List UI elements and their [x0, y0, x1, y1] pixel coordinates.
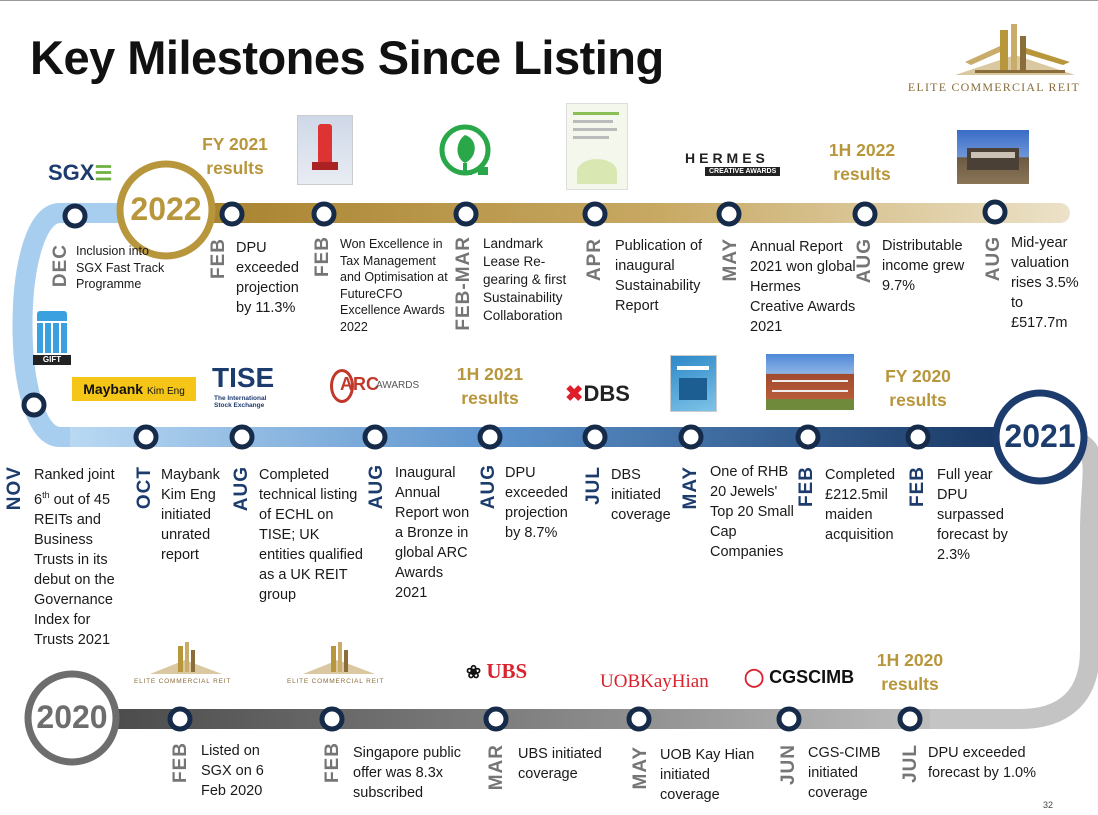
page-number: 32	[1042, 800, 1053, 810]
milestone-text: UOB Kay Hian initiated coverage	[660, 747, 755, 803]
year-2020-label: 2020	[36, 699, 108, 735]
results-1h2021: 1H 2021 results	[456, 364, 524, 408]
milestone-text: Landmark Lease Re-gearing & first Sustai…	[483, 236, 567, 323]
month-label: MAY	[680, 466, 701, 510]
milestone-text: UBS initiated coverage	[518, 746, 602, 782]
month-label: AUG	[983, 236, 1004, 282]
milestone-text: One of RHB 20 Jewels' Top 20 Small Cap C…	[710, 464, 794, 560]
month-label: NOV	[4, 466, 25, 511]
cgs-cimb-logo: ◯ CGSCIMB	[744, 667, 855, 687]
sgx-logo: SGX☰	[48, 160, 113, 185]
results-1h2020: 1H 2020 results	[876, 650, 944, 694]
milestone-text: Singapore public offer was 8.3x subscrib…	[353, 745, 462, 801]
milestone-text: Publication of inaugural Sustainability …	[615, 238, 703, 314]
month-label: FEB-MAR	[453, 236, 474, 331]
milestone-text: CGS-CIMB initiated coverage	[808, 745, 881, 801]
year-2022-circle	[116, 160, 216, 260]
milestone-text: Distributable income grew 9.7%	[882, 238, 965, 294]
month-label: FEB	[322, 742, 343, 783]
month-label: MAY	[630, 746, 651, 790]
timeline-2020-bar	[100, 709, 930, 729]
year-2021-label: 2021	[1004, 418, 1076, 454]
month-label: FEB	[907, 466, 928, 507]
milestone-text: Mid-year valuation rises 3.5% to £517.7m	[1011, 235, 1079, 331]
milestone-text: Ranked joint 6th out of 45 REITs and Bus…	[34, 467, 115, 648]
milestone-text: Completed £212.5mil maiden acquisition	[825, 467, 896, 543]
milestone-text: DPU exceeded projection by 8.7%	[505, 465, 568, 541]
milestone-text: Listed on SGX on 6 Feb 2020	[201, 743, 264, 799]
uob-kayhian-logo: UOBKayHian	[600, 671, 709, 692]
milestone-text: DPU exceeded projection by 11.3%	[236, 240, 299, 316]
results-fy2021: FY 2021 results	[202, 134, 268, 178]
milestone-text: Completed technical listing of ECHL on T…	[259, 467, 363, 603]
milestone-text: Full year DPU surpassed forecast by 2.3%	[937, 467, 1008, 563]
milestone-text: DBS initiated coverage	[611, 467, 671, 523]
dbs-logo: ✖DBS	[565, 381, 630, 406]
timeline-2022-bar	[160, 203, 1070, 223]
gift-logo-icon: GIFT	[33, 311, 71, 366]
year-2021-circle	[992, 389, 1088, 485]
tise-logo-sub: The International Stock Exchange	[214, 395, 267, 409]
milestone-text: Won Excellence in Tax Management and Opt…	[340, 237, 448, 334]
month-label: JUL	[900, 744, 921, 783]
month-label: MAY	[720, 238, 741, 282]
elite-commercial-reit-logo-icon: ELITE COMMERCIAL REIT	[134, 642, 230, 690]
ubs-logo: ❀ UBS	[466, 659, 528, 683]
month-label: FEB	[312, 236, 333, 277]
year-2022-label: 2022	[130, 191, 202, 227]
gift-label: GIFT	[33, 355, 71, 365]
month-label: AUG	[854, 238, 875, 284]
elite-commercial-reit-logo-icon: ELITE COMMERCIAL REIT	[287, 642, 383, 690]
month-label: JUN	[778, 744, 799, 786]
month-label: FEB	[796, 466, 817, 507]
month-label: DEC	[50, 244, 71, 288]
month-label: AUG	[231, 466, 252, 512]
results-fy2020: FY 2020 results	[885, 366, 951, 410]
month-label: APR	[584, 238, 605, 282]
rhb-jewels-cover-icon	[670, 355, 717, 412]
hermes-logo: HERMES	[685, 150, 769, 166]
month-label: FEB	[170, 742, 191, 783]
acquisition-building-photo-icon	[766, 354, 854, 410]
milestone-text: Annual Report 2021 won global Hermes Cre…	[750, 239, 856, 335]
award-trophy-photo-icon	[297, 115, 353, 185]
tise-logo: TISE	[212, 362, 275, 393]
month-label: JUL	[583, 466, 604, 505]
green-energy-leaf-icon	[439, 124, 491, 176]
milestone-text: Maybank Kim Eng initiated unrated report	[161, 467, 220, 563]
hermes-logo-sub: CREATIVE AWARDS	[705, 167, 781, 176]
maybank-logo: Maybank Kim Eng	[72, 377, 196, 401]
company-logo-text: ELITE COMMERCIAL REIT	[907, 80, 1080, 94]
month-label: AUG	[478, 464, 499, 510]
month-label: OCT	[134, 466, 155, 510]
sustainability-report-thumbnail-icon	[566, 103, 628, 190]
top-border	[0, 0, 1098, 1]
month-label: FEB	[208, 238, 229, 279]
results-1h2022: 1H 2022 results	[828, 140, 896, 184]
month-label: MAR	[486, 744, 507, 791]
timeline-2021-bar	[70, 427, 1030, 447]
page-title: Key Milestones Since Listing	[30, 31, 664, 84]
company-logo-icon	[955, 24, 1075, 75]
milestone-text: Inaugural Annual Report won a Bronze in …	[395, 465, 470, 601]
milestone-text: Inclusion into SGX Fast Track Programme	[76, 244, 165, 291]
year-2020-circle	[24, 670, 120, 766]
arc-awards-logo-icon: ARC AWARDS	[330, 365, 420, 405]
building-photo-icon	[957, 130, 1029, 184]
month-label: AUG	[366, 464, 387, 510]
milestone-text: DPU exceeded forecast by 1.0%	[928, 745, 1036, 781]
